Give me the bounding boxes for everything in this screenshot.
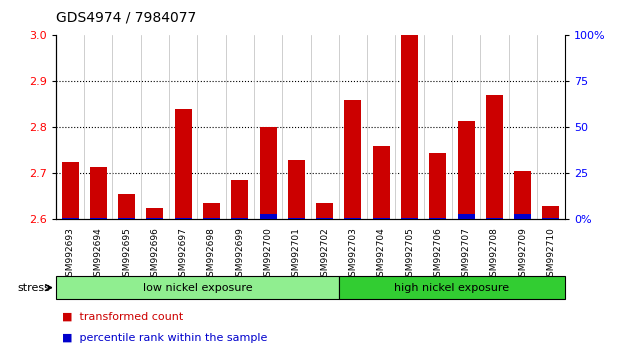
Bar <box>429 218 446 219</box>
Bar <box>175 218 192 219</box>
Bar <box>231 181 248 219</box>
Bar <box>345 100 361 219</box>
Bar <box>147 208 163 219</box>
Text: low nickel exposure: low nickel exposure <box>143 282 252 293</box>
Text: GDS4974 / 7984077: GDS4974 / 7984077 <box>56 11 196 25</box>
Bar <box>260 127 276 219</box>
Bar <box>56 276 339 299</box>
Bar <box>373 146 390 219</box>
Bar <box>231 218 248 219</box>
Bar <box>61 218 78 219</box>
Bar <box>203 218 220 219</box>
Bar <box>118 194 135 219</box>
Bar <box>203 204 220 219</box>
Bar <box>90 167 107 219</box>
Bar <box>316 218 333 219</box>
Text: stress: stress <box>17 282 50 293</box>
Bar <box>373 218 390 219</box>
Bar <box>514 214 531 219</box>
Bar <box>147 218 163 219</box>
Bar <box>175 109 192 219</box>
Text: ■  percentile rank within the sample: ■ percentile rank within the sample <box>62 333 268 343</box>
Text: high nickel exposure: high nickel exposure <box>394 282 509 293</box>
Bar <box>339 276 565 299</box>
Bar <box>90 218 107 219</box>
Bar <box>458 214 474 219</box>
Bar <box>118 218 135 219</box>
Bar <box>288 218 305 219</box>
Bar <box>514 171 531 219</box>
Bar <box>401 218 418 219</box>
Bar <box>345 218 361 219</box>
Bar <box>543 218 560 219</box>
Bar <box>458 121 474 219</box>
Text: ■  transformed count: ■ transformed count <box>62 312 183 321</box>
Bar <box>316 204 333 219</box>
Bar <box>288 160 305 219</box>
Bar <box>260 214 276 219</box>
Bar <box>429 153 446 219</box>
Bar <box>401 35 418 219</box>
Bar <box>543 206 560 219</box>
Bar <box>486 218 503 219</box>
Bar <box>61 162 78 219</box>
Bar <box>486 95 503 219</box>
